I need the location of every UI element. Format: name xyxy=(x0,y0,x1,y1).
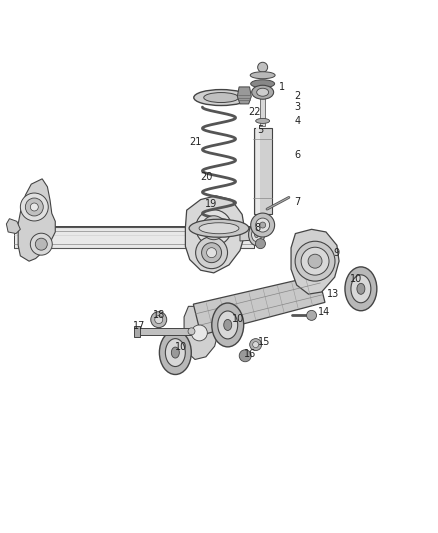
Circle shape xyxy=(35,238,47,250)
Circle shape xyxy=(30,233,52,255)
Circle shape xyxy=(258,62,268,72)
Text: 13: 13 xyxy=(327,289,339,299)
Text: 17: 17 xyxy=(133,321,145,331)
Circle shape xyxy=(260,222,266,228)
Ellipse shape xyxy=(251,80,275,88)
Ellipse shape xyxy=(254,232,258,238)
Ellipse shape xyxy=(357,284,365,294)
Text: 6: 6 xyxy=(294,150,300,160)
Circle shape xyxy=(201,243,222,263)
Ellipse shape xyxy=(171,347,179,358)
Text: 20: 20 xyxy=(200,172,212,182)
Ellipse shape xyxy=(251,228,261,241)
Polygon shape xyxy=(134,326,140,337)
Circle shape xyxy=(20,193,48,221)
Ellipse shape xyxy=(194,90,249,106)
Text: 4: 4 xyxy=(294,116,300,126)
Ellipse shape xyxy=(218,311,238,339)
Text: 10: 10 xyxy=(350,274,362,284)
Ellipse shape xyxy=(199,223,239,234)
Ellipse shape xyxy=(249,224,265,246)
Text: 2: 2 xyxy=(294,92,300,101)
Circle shape xyxy=(196,237,227,269)
Text: 9: 9 xyxy=(333,248,339,257)
Text: 18: 18 xyxy=(152,310,165,320)
Circle shape xyxy=(253,342,259,348)
Polygon shape xyxy=(240,228,255,241)
Polygon shape xyxy=(237,87,251,104)
Text: 7: 7 xyxy=(294,197,300,207)
Ellipse shape xyxy=(224,319,232,330)
Circle shape xyxy=(155,316,163,324)
Circle shape xyxy=(30,203,38,211)
Circle shape xyxy=(256,218,270,232)
Ellipse shape xyxy=(257,88,268,96)
Circle shape xyxy=(295,241,335,281)
Polygon shape xyxy=(256,128,260,214)
Polygon shape xyxy=(18,179,55,261)
Circle shape xyxy=(239,350,251,362)
Polygon shape xyxy=(254,128,272,214)
Ellipse shape xyxy=(256,118,270,124)
Polygon shape xyxy=(14,227,254,248)
Text: 22: 22 xyxy=(249,108,261,117)
Circle shape xyxy=(307,310,317,320)
Polygon shape xyxy=(185,196,245,273)
Circle shape xyxy=(208,222,220,233)
Ellipse shape xyxy=(166,338,185,367)
Polygon shape xyxy=(291,229,339,294)
Text: 16: 16 xyxy=(244,349,257,359)
Polygon shape xyxy=(136,328,191,335)
Ellipse shape xyxy=(159,330,191,375)
Circle shape xyxy=(255,239,265,248)
Text: 10: 10 xyxy=(232,313,244,324)
Text: 8: 8 xyxy=(254,223,260,233)
Polygon shape xyxy=(7,219,20,233)
Ellipse shape xyxy=(252,85,274,99)
Text: 21: 21 xyxy=(189,137,201,147)
Circle shape xyxy=(196,210,232,246)
Polygon shape xyxy=(260,94,265,126)
Text: 10: 10 xyxy=(174,342,187,352)
Ellipse shape xyxy=(212,303,244,347)
Text: 19: 19 xyxy=(205,199,217,209)
Text: 1: 1 xyxy=(279,82,286,92)
Circle shape xyxy=(202,216,226,240)
Text: 5: 5 xyxy=(258,125,264,135)
Circle shape xyxy=(251,213,275,237)
Circle shape xyxy=(25,198,43,216)
Circle shape xyxy=(207,248,216,257)
Ellipse shape xyxy=(250,72,275,79)
Ellipse shape xyxy=(345,267,377,311)
Circle shape xyxy=(308,254,322,268)
Text: 15: 15 xyxy=(258,337,271,347)
Text: 3: 3 xyxy=(294,102,300,112)
Polygon shape xyxy=(193,275,325,335)
Circle shape xyxy=(250,338,261,351)
Circle shape xyxy=(191,325,207,341)
Text: 14: 14 xyxy=(318,307,330,317)
Ellipse shape xyxy=(204,93,239,102)
Ellipse shape xyxy=(351,275,371,303)
Circle shape xyxy=(301,247,329,275)
Polygon shape xyxy=(184,306,218,359)
Circle shape xyxy=(151,312,167,328)
Circle shape xyxy=(188,328,195,335)
Ellipse shape xyxy=(189,219,249,237)
